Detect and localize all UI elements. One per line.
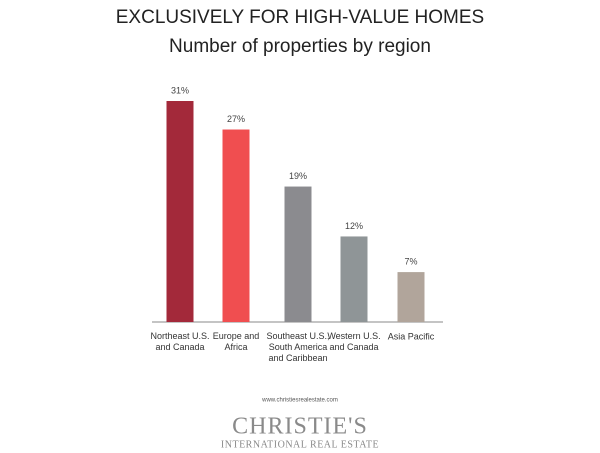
x-tick-label: Western U.S. and Canada (327, 331, 380, 352)
bar (340, 236, 368, 322)
bar (222, 129, 250, 322)
chart-title: EXCLUSIVELY FOR HIGH-VALUE HOMES (116, 7, 484, 28)
value-label: 31% (171, 85, 189, 95)
brand-name: CHRISTIE'S (232, 414, 368, 440)
chart-subtitle: Number of properties by region (169, 36, 431, 57)
x-tick-label: Southeast U.S., South America and Caribbea… (266, 331, 329, 363)
value-label: 27% (227, 114, 245, 124)
x-tick-label: Europe and Africa (213, 331, 260, 352)
value-label: 7% (404, 256, 417, 266)
brand-subtitle: INTERNATIONAL REAL ESTATE (221, 439, 379, 450)
x-tick-label: Asia Pacific (388, 331, 435, 341)
bar (397, 272, 425, 322)
value-label: 12% (345, 221, 363, 231)
footer-url: www.christiesrealestate.com (261, 398, 338, 404)
x-tick-label: Northeast U.S. and Canada (150, 331, 209, 352)
bar (166, 101, 194, 322)
value-label: 19% (289, 171, 307, 181)
bar (284, 186, 312, 322)
